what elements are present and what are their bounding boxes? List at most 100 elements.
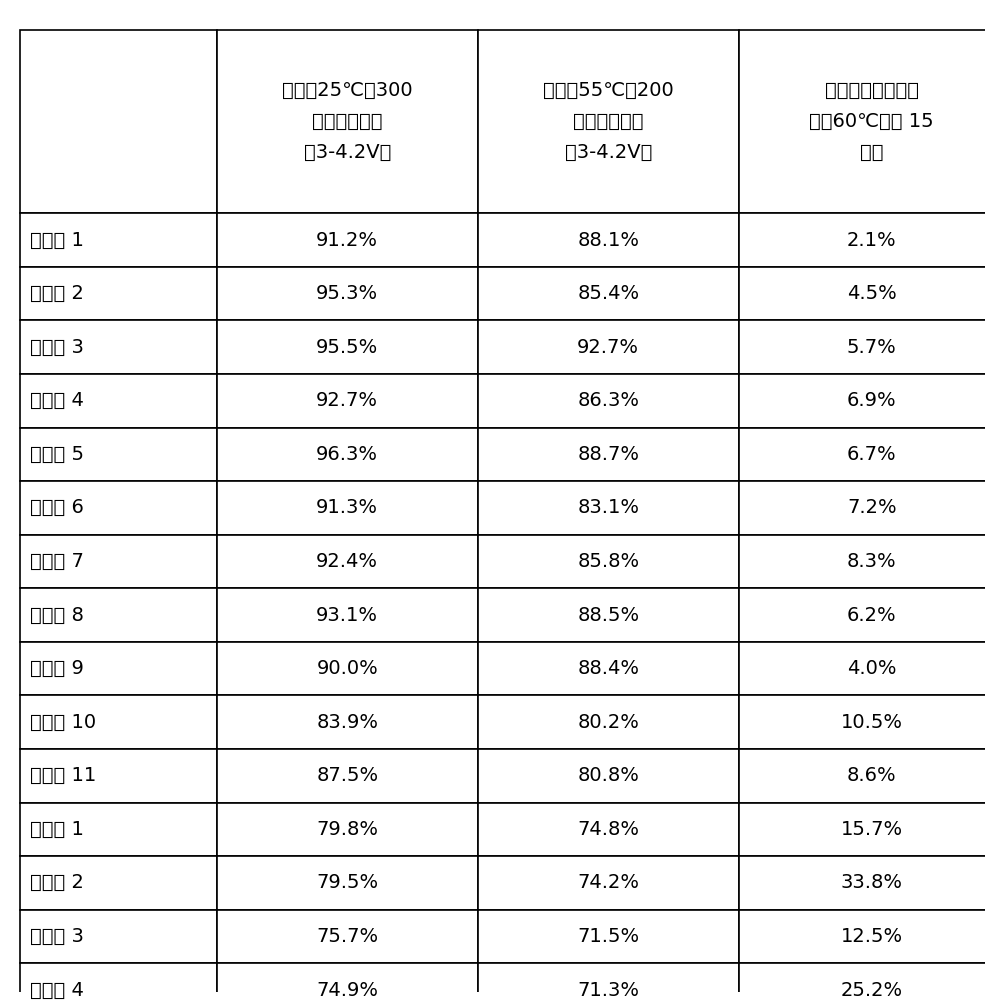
Text: 8.3%: 8.3% (847, 552, 896, 571)
Text: 74.8%: 74.8% (577, 820, 639, 839)
Text: 88.7%: 88.7% (577, 445, 639, 464)
Text: 10.5%: 10.5% (841, 713, 902, 732)
Bar (478, 213, 739, 267)
Text: 对比例 3: 对比例 3 (30, 927, 84, 946)
Bar (217, 856, 478, 910)
Bar (739, 213, 985, 267)
Text: 实施例 8: 实施例 8 (30, 606, 84, 625)
Bar (478, 588, 739, 642)
Text: 80.2%: 80.2% (577, 713, 639, 732)
Text: 88.5%: 88.5% (577, 606, 639, 625)
Bar (478, 30, 739, 213)
Text: 80.8%: 80.8% (577, 766, 639, 785)
Text: 实施例 3: 实施例 3 (30, 338, 84, 357)
Text: 8.6%: 8.6% (847, 766, 896, 785)
Text: 5.7%: 5.7% (847, 338, 896, 357)
Bar (739, 963, 985, 1000)
Text: 6.7%: 6.7% (847, 445, 896, 464)
Bar (478, 642, 739, 695)
Text: 83.1%: 83.1% (577, 498, 639, 517)
Bar (20, 910, 217, 963)
Bar (20, 803, 217, 856)
Text: 95.5%: 95.5% (316, 338, 378, 357)
Text: 91.2%: 91.2% (316, 231, 378, 250)
Bar (20, 213, 217, 267)
Text: 实施例 7: 实施例 7 (30, 552, 84, 571)
Text: 91.3%: 91.3% (316, 498, 378, 517)
Text: 95.3%: 95.3% (316, 284, 378, 303)
Bar (20, 856, 217, 910)
Bar (478, 267, 739, 320)
Bar (478, 695, 739, 749)
Text: 高温存储电池膨胀
率（60℃存储 15
天）: 高温存储电池膨胀 率（60℃存储 15 天） (810, 81, 934, 162)
Text: 75.7%: 75.7% (316, 927, 378, 946)
Text: 对比例 2: 对比例 2 (30, 873, 84, 892)
Bar (217, 910, 478, 963)
Text: 实施例 10: 实施例 10 (30, 713, 96, 732)
Text: 74.2%: 74.2% (577, 873, 639, 892)
Bar (20, 320, 217, 374)
Text: 79.5%: 79.5% (316, 873, 378, 892)
Bar (217, 267, 478, 320)
Bar (739, 428, 985, 481)
Bar (478, 803, 739, 856)
Text: 实施例 9: 实施例 9 (30, 659, 84, 678)
Bar (739, 910, 985, 963)
Text: 4.5%: 4.5% (847, 284, 896, 303)
Bar (478, 910, 739, 963)
Text: 7.2%: 7.2% (847, 498, 896, 517)
Text: 93.1%: 93.1% (316, 606, 378, 625)
Bar (20, 481, 217, 535)
Bar (217, 803, 478, 856)
Bar (217, 213, 478, 267)
Text: 96.3%: 96.3% (316, 445, 378, 464)
Text: 92.7%: 92.7% (316, 391, 378, 410)
Bar (20, 963, 217, 1000)
Text: 85.8%: 85.8% (577, 552, 639, 571)
Text: 对比例 4: 对比例 4 (30, 981, 84, 1000)
Text: 实施例 4: 实施例 4 (30, 391, 84, 410)
Bar (739, 803, 985, 856)
Bar (217, 588, 478, 642)
Bar (478, 749, 739, 803)
Text: 6.2%: 6.2% (847, 606, 896, 625)
Text: 实施例 5: 实施例 5 (30, 445, 84, 464)
Bar (20, 695, 217, 749)
Bar (217, 320, 478, 374)
Text: 83.9%: 83.9% (316, 713, 378, 732)
Bar (217, 749, 478, 803)
Bar (739, 588, 985, 642)
Text: 85.4%: 85.4% (577, 284, 639, 303)
Bar (217, 963, 478, 1000)
Text: 实施例 1: 实施例 1 (30, 231, 84, 250)
Bar (20, 642, 217, 695)
Text: 12.5%: 12.5% (840, 927, 903, 946)
Text: 实施例 6: 实施例 6 (30, 498, 84, 517)
Text: 88.1%: 88.1% (577, 231, 639, 250)
Text: 33.8%: 33.8% (841, 873, 902, 892)
Bar (20, 428, 217, 481)
Text: 室温（25℃）300
圈容量保持率
（3-4.2V）: 室温（25℃）300 圈容量保持率 （3-4.2V） (282, 81, 413, 162)
Bar (739, 481, 985, 535)
Text: 71.5%: 71.5% (577, 927, 639, 946)
Text: 实施例 11: 实施例 11 (30, 766, 96, 785)
Bar (20, 267, 217, 320)
Text: 71.3%: 71.3% (577, 981, 639, 1000)
Bar (739, 856, 985, 910)
Bar (478, 374, 739, 428)
Bar (739, 749, 985, 803)
Bar (217, 535, 478, 588)
Bar (217, 428, 478, 481)
Bar (217, 642, 478, 695)
Bar (739, 374, 985, 428)
Bar (478, 428, 739, 481)
Bar (20, 588, 217, 642)
Bar (217, 481, 478, 535)
Bar (739, 642, 985, 695)
Text: 74.9%: 74.9% (316, 981, 378, 1000)
Text: 4.0%: 4.0% (847, 659, 896, 678)
Text: 实施例 2: 实施例 2 (30, 284, 84, 303)
Bar (478, 535, 739, 588)
Text: 88.4%: 88.4% (577, 659, 639, 678)
Bar (20, 30, 217, 213)
